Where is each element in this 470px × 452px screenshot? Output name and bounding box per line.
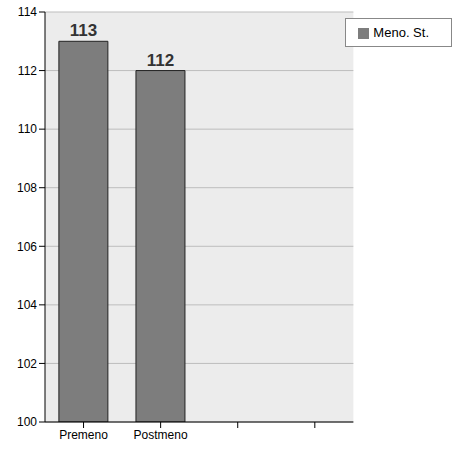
svg-text:113: 113 xyxy=(70,21,97,40)
svg-text:114: 114 xyxy=(18,5,37,19)
svg-text:102: 102 xyxy=(17,357,37,371)
svg-text:100: 100 xyxy=(17,415,37,429)
svg-text:112: 112 xyxy=(147,51,174,70)
svg-text:Postmeno: Postmeno xyxy=(134,428,188,442)
svg-text:110: 110 xyxy=(18,122,37,136)
svg-text:Premeno: Premeno xyxy=(59,428,108,442)
svg-text:112: 112 xyxy=(18,64,37,78)
html-text:Meno. St.: Meno. St. xyxy=(373,25,429,40)
svg-text:108: 108 xyxy=(17,181,37,195)
svg-text:104: 104 xyxy=(17,298,37,312)
svg-text:106: 106 xyxy=(17,240,37,254)
